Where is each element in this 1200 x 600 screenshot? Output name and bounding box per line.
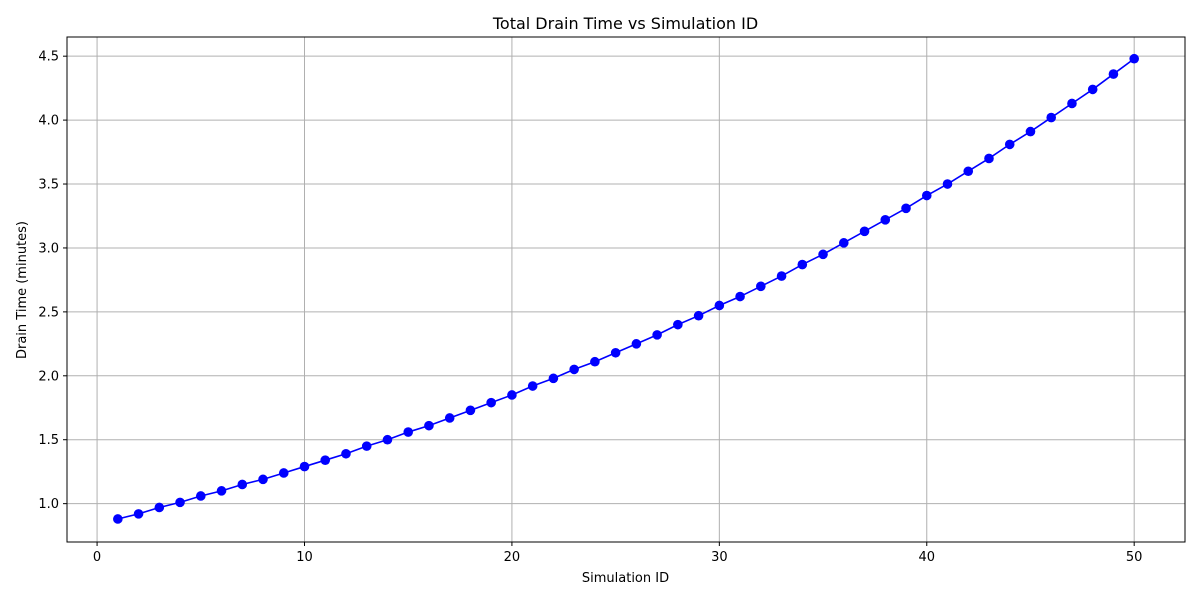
x-tick-label: 10 bbox=[296, 550, 313, 565]
data-point bbox=[507, 390, 517, 400]
data-point bbox=[776, 271, 787, 281]
y-tick-label: 4.0 bbox=[38, 114, 59, 129]
data-point bbox=[693, 310, 704, 321]
data-point bbox=[631, 339, 642, 349]
y-tick-label: 1.0 bbox=[38, 497, 59, 512]
data-point bbox=[154, 502, 165, 513]
y-axis-label: Drain Time (minutes) bbox=[15, 221, 30, 359]
y-tick-label: 1.5 bbox=[38, 433, 59, 448]
data-point bbox=[133, 509, 144, 519]
data-point bbox=[818, 249, 828, 260]
data-point bbox=[590, 356, 600, 367]
data-point bbox=[195, 491, 206, 501]
data-point bbox=[320, 455, 331, 465]
data-point bbox=[548, 373, 559, 384]
data-point bbox=[1108, 69, 1119, 79]
data-point bbox=[610, 347, 621, 358]
data-point bbox=[797, 259, 808, 270]
y-tick-label: 2.5 bbox=[38, 305, 59, 320]
data-point bbox=[1004, 139, 1015, 150]
data-point bbox=[424, 420, 434, 431]
y-tick-label: 3.0 bbox=[38, 241, 59, 256]
data-point bbox=[756, 281, 766, 292]
series-layer bbox=[113, 53, 1139, 524]
data-point bbox=[921, 190, 932, 201]
data-point bbox=[237, 479, 248, 490]
data-point bbox=[1129, 53, 1139, 64]
x-tick-label: 20 bbox=[504, 550, 521, 565]
y-tick-label: 2.0 bbox=[38, 369, 59, 384]
data-point bbox=[175, 497, 185, 508]
data-point bbox=[652, 330, 662, 340]
data-point bbox=[942, 179, 953, 189]
data-point bbox=[465, 405, 476, 416]
data-point bbox=[963, 166, 974, 177]
data-point bbox=[403, 427, 414, 437]
data-point bbox=[714, 300, 725, 311]
x-tick-label: 40 bbox=[918, 550, 935, 565]
series-line bbox=[117, 58, 1135, 520]
grid-layer bbox=[67, 37, 1185, 542]
data-point bbox=[341, 448, 351, 459]
y-tick-label: 3.5 bbox=[38, 178, 59, 193]
data-point bbox=[382, 434, 393, 445]
data-point bbox=[258, 474, 268, 485]
data-point bbox=[569, 364, 579, 375]
plot-frame bbox=[66, 36, 1186, 543]
x-axis-label: Simulation ID bbox=[582, 571, 669, 586]
data-point bbox=[113, 514, 123, 524]
data-point bbox=[1025, 126, 1036, 137]
data-point bbox=[838, 238, 849, 248]
data-point bbox=[673, 319, 683, 330]
data-point bbox=[299, 461, 310, 472]
data-point bbox=[486, 397, 496, 408]
chart-title: Total Drain Time vs Simulation ID bbox=[492, 14, 758, 33]
data-point bbox=[735, 291, 745, 302]
x-tick-label: 0 bbox=[93, 550, 101, 565]
data-point bbox=[1046, 112, 1057, 123]
data-point bbox=[444, 413, 455, 423]
data-point bbox=[361, 441, 372, 451]
data-point bbox=[880, 215, 891, 225]
data-point bbox=[984, 153, 994, 164]
y-tick-label: 4.5 bbox=[38, 50, 59, 65]
data-point bbox=[1087, 84, 1098, 95]
data-point bbox=[278, 468, 289, 478]
data-point bbox=[859, 226, 870, 237]
x-tick-label: 50 bbox=[1126, 550, 1143, 565]
data-point bbox=[1067, 98, 1077, 109]
data-point bbox=[901, 203, 911, 214]
data-point bbox=[216, 486, 227, 496]
x-tick-label: 30 bbox=[711, 550, 728, 565]
axes-layer: 0 10 20 30 40 50 1.0 1.5 2.0 2.5 3.0 3.5 4.0 4.5 bbox=[38, 36, 1186, 565]
data-point bbox=[527, 381, 538, 391]
